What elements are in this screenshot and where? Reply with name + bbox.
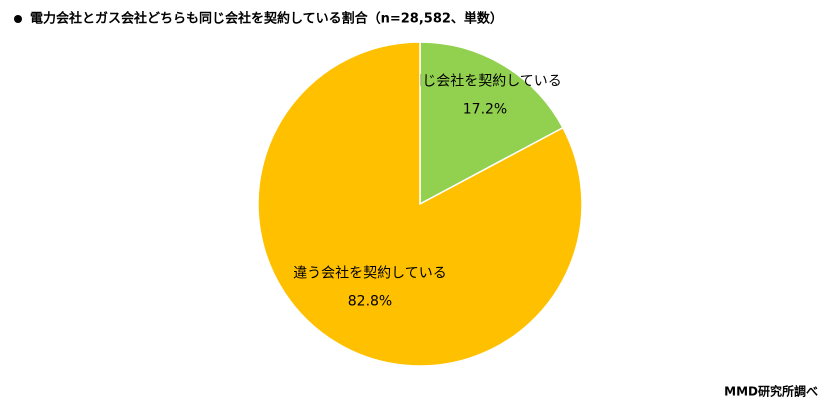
slice-label: 同じ会社を契約している [408, 74, 562, 90]
value-label: 82.8% [348, 293, 392, 309]
pie-slice [257, 41, 583, 367]
source-note: MMD研究所調べ [724, 384, 818, 399]
chart-title: 電力会社とガス会社どちらも同じ会社を契約している割合（n=28,582、単数） [30, 11, 503, 27]
title-bullet [14, 15, 22, 23]
pie-slice [419, 41, 564, 206]
value-label: 17.2% [463, 102, 507, 118]
slice-label: 違う会社を契約している [293, 265, 447, 281]
